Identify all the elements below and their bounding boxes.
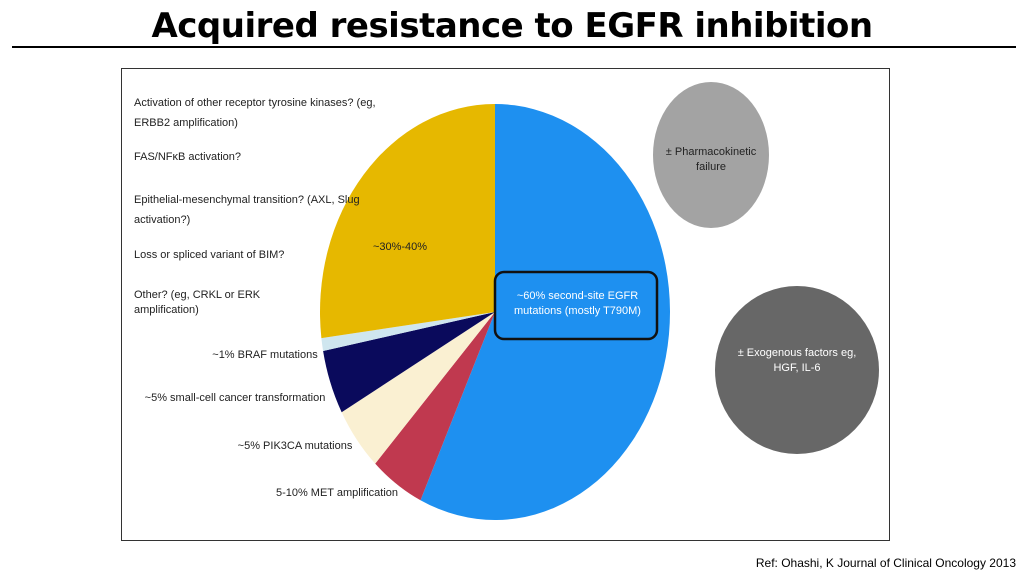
annotation: Activation of other receptor tyrosine ki… xyxy=(134,97,376,129)
annotation: Epithelial-mesenchymal transition? (AXL,… xyxy=(134,194,360,226)
annotation: Other? (eg, CRKL or ERK amplification) xyxy=(134,289,261,316)
factor-label: ± Exogenous factors eg, HGF, IL-6 xyxy=(737,347,857,374)
callout-box xyxy=(493,270,659,341)
pie-slice xyxy=(321,312,495,351)
pie-slice xyxy=(323,312,495,413)
slice-label: ~5% small-cell cancer transformation xyxy=(144,392,326,404)
pie-slice xyxy=(341,312,495,464)
slide-title: Acquired resistance to EGFR inhibition xyxy=(151,6,873,46)
slice-label: ~1% BRAF mutations xyxy=(212,349,318,361)
slice-label: ~60% second-site EGFR mutations (mostly … xyxy=(514,290,641,317)
slice-label: ~5% PIK3CA mutations xyxy=(237,440,353,452)
slice-label: 5-10% MET amplification xyxy=(275,487,399,499)
factor-label: ± Pharmacokinetic failure xyxy=(665,146,757,173)
slice-label: ~30%-40% xyxy=(372,241,428,253)
figure-frame xyxy=(121,68,890,541)
title-rule xyxy=(12,46,1016,48)
factor-circle xyxy=(653,82,769,228)
annotation: Loss or spliced variant of BIM? xyxy=(134,249,285,261)
pie-slice xyxy=(375,312,495,501)
annotation: FAS/NFκB activation? xyxy=(134,151,241,163)
reference: Ref: Ohashi, K Journal of Clinical Oncol… xyxy=(755,556,1016,570)
pie-slice xyxy=(420,104,670,520)
factor-circle xyxy=(715,286,879,454)
pie-slice xyxy=(319,104,495,339)
